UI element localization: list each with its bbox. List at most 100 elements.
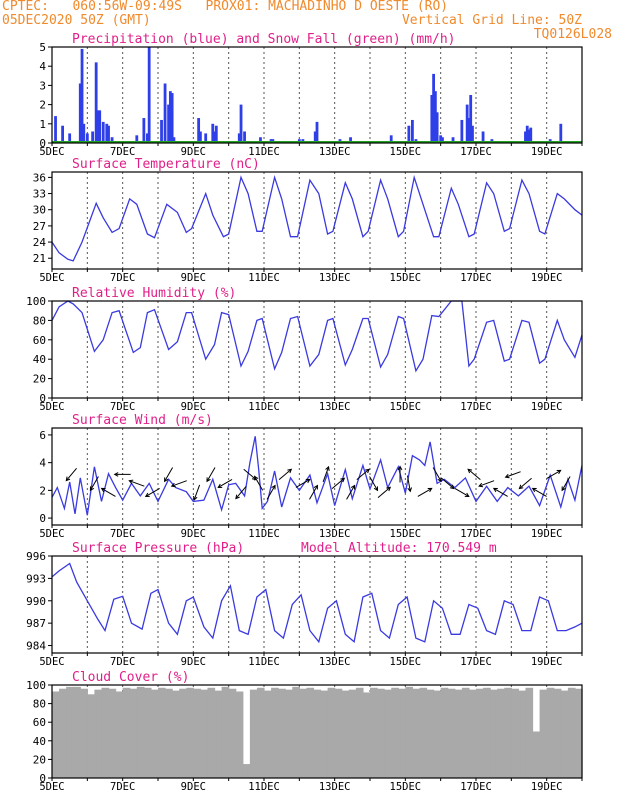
wind-arrow: [235, 485, 247, 499]
wind-arrow: [164, 467, 174, 482]
y-tick-label: 5: [39, 41, 46, 54]
psfc-series-line: [51, 562, 583, 644]
cloud-bar: [136, 686, 145, 778]
x-tick-label: 7DEC: [110, 528, 135, 540]
cloud-bar: [143, 687, 152, 778]
wind-arrow: [532, 487, 547, 497]
y-tick-label: 100: [26, 679, 46, 692]
precip-bar: [160, 119, 163, 143]
wind-arrow: [346, 485, 355, 500]
precip-bar: [243, 131, 246, 143]
x-tick-label: 17DEC: [460, 781, 492, 793]
cloud-bar: [313, 689, 322, 778]
precip-bar: [430, 95, 434, 143]
wind-arrow: [129, 480, 145, 487]
y-tick-label: 60: [33, 716, 46, 729]
wind-arrow: [266, 485, 276, 500]
precip-bar: [524, 131, 527, 143]
cloud-bar: [405, 686, 413, 778]
precip-bar: [142, 118, 146, 143]
y-tick-label: 6: [39, 429, 46, 442]
wind-arrow-head: [365, 468, 370, 474]
x-tick-label: 11DEC: [248, 146, 280, 158]
x-tick-label: 13DEC: [319, 146, 351, 158]
precip-bar: [411, 119, 414, 143]
wind-arrow: [101, 487, 116, 497]
y-tick-label: 100: [26, 295, 46, 308]
wind-arrow-head: [478, 482, 484, 488]
x-tick-label: 9DEC: [181, 401, 206, 413]
x-tick-label: 5DEC: [39, 146, 64, 158]
wind-arrow: [89, 476, 99, 491]
precip-bar: [315, 121, 319, 143]
precip-bar: [469, 95, 473, 143]
cloud-title: Cloud Cover (%): [72, 670, 189, 685]
cloud-bar: [426, 689, 435, 778]
precip-bar: [460, 119, 464, 143]
precip-bar: [172, 137, 176, 143]
x-tick-label: 13DEC: [319, 272, 351, 284]
wind-arrow-head: [206, 477, 211, 483]
cloud-bar: [271, 687, 279, 778]
cloud-bar: [235, 691, 244, 778]
x-tick-label: 7DEC: [110, 781, 135, 793]
precip-bar: [101, 121, 105, 143]
y-tick-label: 987: [26, 617, 46, 630]
wind-arrow-head: [271, 484, 276, 490]
x-tick-label: 13DEC: [319, 656, 351, 668]
cloud-bar: [504, 687, 512, 778]
cloud-bar: [447, 688, 456, 778]
wind-arrow-head: [373, 486, 379, 492]
wind-arrow-head: [397, 465, 403, 471]
precip-bar: [471, 125, 474, 143]
y-tick-label: 40: [33, 735, 46, 748]
precip-bar: [439, 135, 443, 143]
cloud-bar: [299, 688, 307, 778]
wind-arrow: [278, 468, 292, 480]
cloud-bar: [52, 691, 60, 778]
wind-arrow: [171, 480, 187, 487]
y-tick-label: 20: [33, 373, 46, 386]
wind-arrow-head: [325, 465, 330, 471]
cloud-bar: [165, 688, 173, 778]
wind-arrow: [505, 471, 521, 478]
precip-bar: [481, 131, 485, 143]
precip-bar: [199, 131, 202, 143]
cloud-bar: [483, 687, 491, 778]
x-tick-label: 13DEC: [319, 401, 351, 413]
cloud-bar: [256, 687, 265, 778]
panel-precip: 0 1 2 3 4 5 5DEC 7DEC 9DEC 11DEC 13DEC 15DEC 17DEC 19…: [39, 32, 583, 158]
cloud-bar: [158, 687, 166, 778]
cloud-bar: [320, 690, 329, 778]
precip-bar: [527, 129, 531, 143]
x-tick-label: 15DEC: [390, 528, 422, 540]
cloud-bar: [567, 687, 576, 778]
x-tick-label: 17DEC: [460, 528, 492, 540]
cloud-bar: [525, 687, 534, 778]
y-tick-label: 27: [33, 220, 46, 233]
cloud-bar: [80, 688, 88, 778]
wind-arrow-head: [464, 492, 470, 497]
cloud-bar: [221, 686, 230, 778]
y-tick-label: 990: [26, 595, 46, 608]
precip-bar: [146, 133, 149, 143]
cloud-bar: [73, 686, 81, 778]
temp-title: Surface Temperature (nC): [72, 157, 260, 172]
x-tick-label: 13DEC: [319, 528, 351, 540]
wind-title: Surface Wind (m/s): [72, 413, 213, 428]
cloud-bar: [419, 687, 428, 778]
y-tick-label: 20: [33, 753, 46, 766]
x-tick-label: 17DEC: [460, 401, 492, 413]
cloud-bar: [87, 694, 95, 778]
precip-bar: [389, 135, 393, 143]
x-tick-label: 7DEC: [110, 272, 135, 284]
cloud-bar: [228, 688, 237, 778]
wind-arrow: [546, 469, 561, 479]
wind-arrow-head: [170, 482, 176, 488]
y-tick-label: 0: [39, 512, 46, 525]
wind-arrow-head: [350, 484, 356, 490]
wind-arrow: [493, 487, 508, 497]
precip-bar: [441, 137, 444, 143]
x-tick-label: 19DEC: [531, 272, 563, 284]
precip-bar: [135, 135, 139, 143]
